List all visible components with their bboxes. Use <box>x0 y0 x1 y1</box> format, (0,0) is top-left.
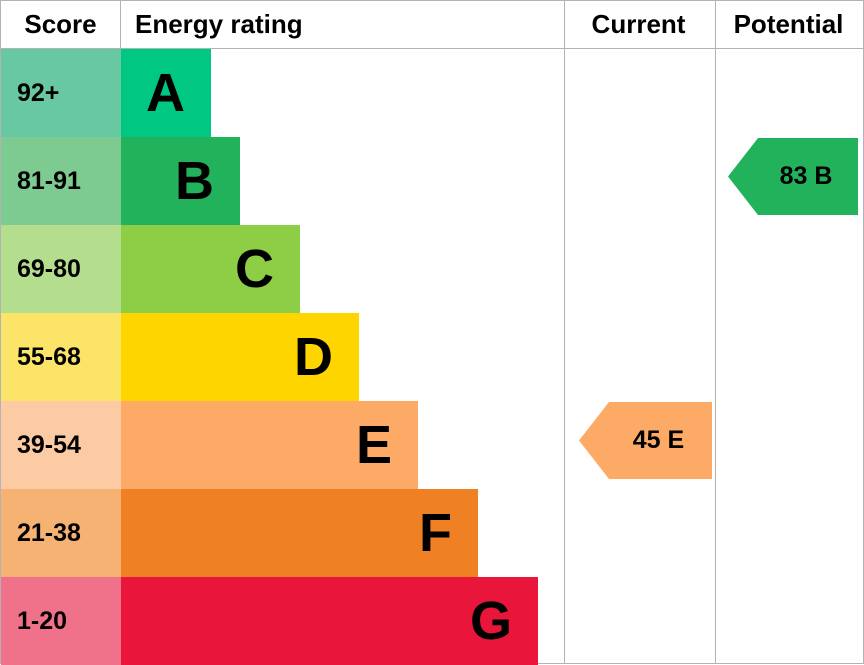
band-bar-b: B <box>121 137 240 225</box>
band-rows: 92+ A 81-91 B 69-80 C 55-68 D 39-54 E 21… <box>1 49 863 665</box>
band-letter-a: A <box>146 63 185 123</box>
band-row-e: 39-54 E <box>1 401 863 489</box>
header-potential: Potential <box>733 9 844 39</box>
potential-rating-label: 83 B <box>779 162 833 190</box>
band-bar-f: F <box>121 489 478 577</box>
score-range-a: 92+ <box>1 49 121 137</box>
band-bar-d: D <box>121 313 359 401</box>
band-row-b: 81-91 B <box>1 137 863 225</box>
band-row-f: 21-38 F <box>1 489 863 577</box>
band-bar-g: G <box>121 577 538 665</box>
band-row-a: 92+ A <box>1 49 863 137</box>
score-range-d: 55-68 <box>1 313 121 401</box>
band-row-g: 1-20 G <box>1 577 863 665</box>
band-bar-c: C <box>121 225 300 313</box>
header-current: Current <box>591 9 686 39</box>
header-energy-rating: Energy rating <box>135 9 303 39</box>
current-column-divider <box>564 1 565 663</box>
header-score: Score <box>1 1 121 48</box>
band-row-d: 55-68 D <box>1 313 863 401</box>
band-letter-c: C <box>235 239 274 299</box>
band-letter-f: F <box>419 503 452 563</box>
band-letter-g: G <box>469 591 512 651</box>
score-range-f: 21-38 <box>1 489 121 577</box>
score-range-e: 39-54 <box>1 401 121 489</box>
current-rating-label: 45 E <box>632 426 685 454</box>
score-range-b: 81-91 <box>1 137 121 225</box>
score-range-g: 1-20 <box>1 577 121 665</box>
band-letter-b: B <box>175 151 214 211</box>
current-rating-arrow: 45 E <box>579 402 712 479</box>
band-row-c: 69-80 C <box>1 225 863 313</box>
score-range-c: 69-80 <box>1 225 121 313</box>
band-bar-e: E <box>121 401 418 489</box>
band-bar-a: A <box>121 49 211 137</box>
chart-header: Score Energy rating Current Potential <box>1 1 863 49</box>
potential-column-divider <box>715 1 716 663</box>
band-letter-d: D <box>294 327 333 387</box>
band-letter-e: E <box>355 415 392 475</box>
potential-rating-arrow: 83 B <box>728 138 858 215</box>
